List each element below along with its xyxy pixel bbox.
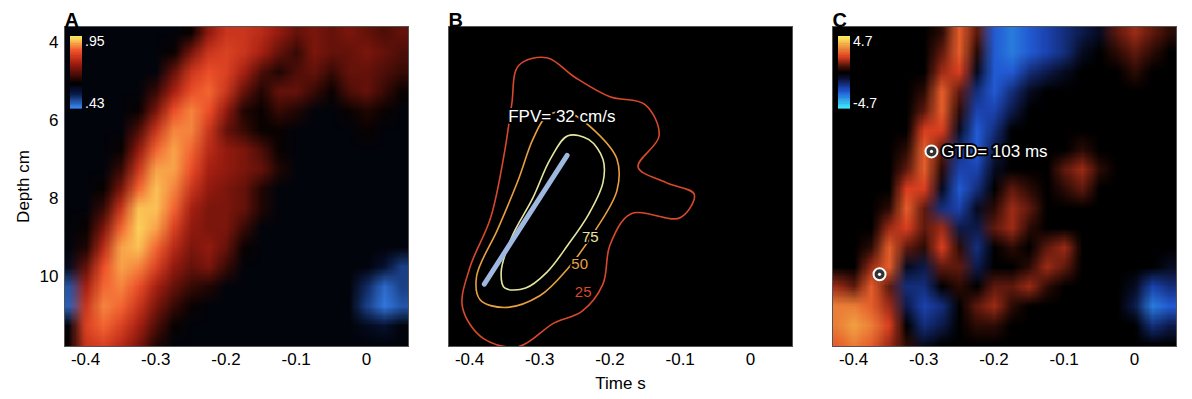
svg-text:50: 50 bbox=[571, 255, 588, 272]
svg-text:10: 10 bbox=[40, 267, 59, 286]
svg-text:-0.4: -0.4 bbox=[455, 350, 484, 369]
svg-text:-0.3: -0.3 bbox=[909, 350, 938, 369]
svg-text:-0.3: -0.3 bbox=[141, 350, 170, 369]
svg-text:-0.3: -0.3 bbox=[525, 350, 554, 369]
svg-text:.43: .43 bbox=[85, 95, 105, 111]
svg-text:4: 4 bbox=[49, 33, 58, 52]
svg-text:-4.7: -4.7 bbox=[853, 95, 877, 111]
svg-text:-0.4: -0.4 bbox=[71, 350, 100, 369]
svg-text:C: C bbox=[833, 9, 847, 31]
svg-text:-0.4: -0.4 bbox=[839, 350, 868, 369]
svg-text:-0.2: -0.2 bbox=[211, 350, 240, 369]
svg-text:-0.1: -0.1 bbox=[282, 350, 311, 369]
svg-text:Time s: Time s bbox=[595, 374, 645, 393]
svg-text:-0.2: -0.2 bbox=[979, 350, 1008, 369]
svg-text:4.7: 4.7 bbox=[853, 33, 873, 49]
svg-text:0: 0 bbox=[1130, 350, 1139, 369]
svg-text:.95: .95 bbox=[85, 33, 105, 49]
svg-text:B: B bbox=[449, 9, 463, 31]
svg-text:75: 75 bbox=[582, 228, 599, 245]
svg-text:A: A bbox=[65, 9, 79, 31]
svg-text:0: 0 bbox=[362, 350, 371, 369]
svg-text:FPV= 32 cm/s: FPV= 32 cm/s bbox=[508, 107, 615, 126]
svg-text:6: 6 bbox=[49, 111, 58, 130]
svg-text:-0.1: -0.1 bbox=[1050, 350, 1079, 369]
svg-text:Depth cm: Depth cm bbox=[14, 150, 33, 223]
svg-text:-0.1: -0.1 bbox=[666, 350, 695, 369]
svg-text:GTD= 103 ms: GTD= 103 ms bbox=[941, 142, 1047, 161]
svg-text:0: 0 bbox=[746, 350, 755, 369]
svg-text:25: 25 bbox=[575, 283, 592, 300]
svg-text:-0.2: -0.2 bbox=[595, 350, 624, 369]
svg-text:8: 8 bbox=[49, 189, 58, 208]
